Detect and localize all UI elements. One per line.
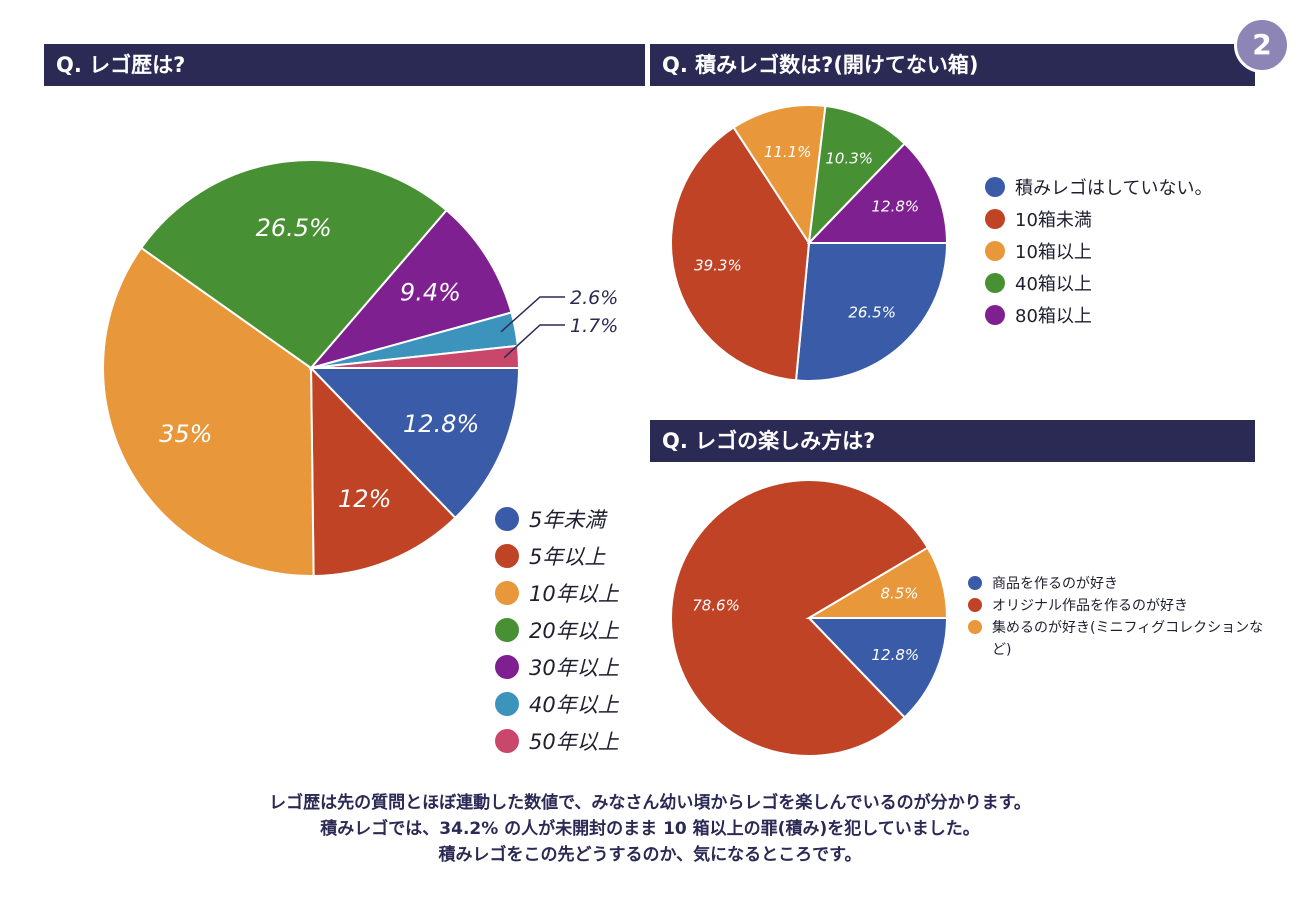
data-label: 2.6% [570, 287, 618, 309]
legend-swatch-icon [985, 273, 1005, 293]
legend-label: 50年以上 [529, 729, 619, 754]
chart2-title: Q. 積みレゴ数は?(開けてない箱) [650, 44, 1255, 86]
pie-slice [806, 142, 949, 244]
legend-label: 10箱未満 [1015, 210, 1092, 231]
chart1-legend: 5年未満 5年以上 10年以上 20年以上 30年以上 40年以上 50年以上 [495, 500, 619, 759]
pie-slice [805, 546, 949, 619]
pie-slice [670, 479, 930, 757]
data-label: 78.6% [692, 597, 740, 615]
data-label: 35% [159, 420, 212, 448]
legend-item: 集めるのが好き(ミニフィグコレクションなど) [968, 617, 1268, 661]
pie-slice [102, 246, 315, 577]
note-line: 積みレゴでは、34.2% の人が未開封のまま 10 箱以上の罪(積み)を犯してい… [320, 819, 980, 839]
legend-label: 集めるのが好き(ミニフィグコレクションなど) [992, 620, 1264, 658]
leader-line [500, 296, 565, 333]
legend-item: 5年以上 [495, 537, 619, 574]
pie-slice [308, 367, 521, 520]
legend-item: 30年以上 [495, 648, 619, 685]
page-number-badge: 2 [1234, 17, 1290, 73]
legend-label: 10箱以上 [1015, 242, 1092, 263]
legend-label: 80箱以上 [1015, 306, 1092, 327]
pie-slice [309, 365, 457, 577]
legend-swatch-icon [495, 617, 519, 642]
legend-label: 5年未満 [529, 507, 606, 532]
legend-label: 40年以上 [529, 692, 619, 717]
legend-item: オリジナル作品を作るのが好き [968, 595, 1268, 617]
data-label: 10.3% [825, 149, 873, 167]
legend-label: 40箱以上 [1015, 274, 1092, 295]
legend-swatch-icon [495, 580, 519, 605]
data-label: 11.1% [764, 143, 812, 161]
legend-label: 10年以上 [529, 581, 619, 606]
legend-label: 積みレゴはしていない。 [1015, 178, 1213, 199]
legend-item: 積みレゴはしていない。 [985, 171, 1212, 203]
legend-swatch-icon [968, 620, 982, 634]
legend-swatch-icon [968, 576, 982, 590]
legend-label: 30年以上 [529, 655, 619, 680]
data-label: 12% [338, 485, 391, 513]
legend-label: 5年以上 [529, 544, 606, 569]
data-label: 1.7% [570, 315, 618, 337]
pie-slice [794, 242, 949, 382]
chart1-title: Q. レゴ歴は? [44, 44, 645, 86]
legend-label: 商品を作るのが好き [992, 576, 1118, 592]
legend-item: 10年以上 [495, 574, 619, 611]
legend-swatch-icon [985, 305, 1005, 325]
pie-slice [139, 159, 448, 370]
pie-slice [308, 208, 513, 370]
legend-item: 40年以上 [495, 685, 619, 722]
data-label: 39.3% [694, 257, 742, 275]
chart3-title: Q. レゴの楽しみ方は? [650, 420, 1255, 462]
legend-swatch-icon [495, 506, 519, 531]
note-line: 積みレゴをこの先どうするのか、気になるところです。 [438, 845, 862, 865]
pie-slice [806, 617, 949, 719]
legend-swatch-icon [495, 654, 519, 679]
chart2-legend: 積みレゴはしていない。 10箱未満 10箱以上 40箱以上 80箱以上 [985, 171, 1212, 331]
data-label: 12.8% [872, 198, 920, 216]
legend-swatch-icon [985, 209, 1005, 229]
legend-item: 50年以上 [495, 722, 619, 759]
data-label: 12.8% [403, 410, 479, 438]
legend-swatch-icon [495, 691, 519, 716]
legend-label: オリジナル作品を作るのが好き [992, 598, 1188, 614]
legend-item: 5年未満 [495, 500, 619, 537]
legend-swatch-icon [985, 241, 1005, 261]
data-label: 26.5% [848, 304, 896, 322]
chart3-legend: 商品を作るのが好きオリジナル作品を作るのが好き集めるのが好き(ミニフィグコレクシ… [968, 573, 1268, 661]
legend-swatch-icon [495, 728, 519, 753]
legend-item: 40箱以上 [985, 267, 1212, 299]
pie-slice [807, 104, 907, 246]
data-label: 26.5% [256, 214, 332, 242]
note-line: レゴ歴は先の質問とほぼ連動した数値で、みなさん幼い頃からレゴを楽しんでいるのが分… [269, 793, 1031, 813]
legend-swatch-icon [968, 598, 982, 612]
legend-item: 20年以上 [495, 611, 619, 648]
pie-slice [732, 104, 827, 246]
summary-note: レゴ歴は先の質問とほぼ連動した数値で、みなさん幼い頃からレゴを楽しんでいるのが分… [0, 790, 1300, 868]
legend-item: 商品を作るのが好き [968, 573, 1268, 595]
legend-item: 10箱以上 [985, 235, 1212, 267]
legend-label: 20年以上 [529, 618, 619, 643]
legend-item: 80箱以上 [985, 299, 1212, 331]
data-label: 12.8% [872, 646, 920, 664]
legend-swatch-icon [495, 543, 519, 568]
data-label: 9.4% [400, 279, 461, 307]
data-label: 8.5% [880, 584, 918, 602]
legend-swatch-icon [985, 177, 1005, 197]
leader-line [503, 324, 565, 359]
legend-item: 10箱未満 [985, 203, 1212, 235]
